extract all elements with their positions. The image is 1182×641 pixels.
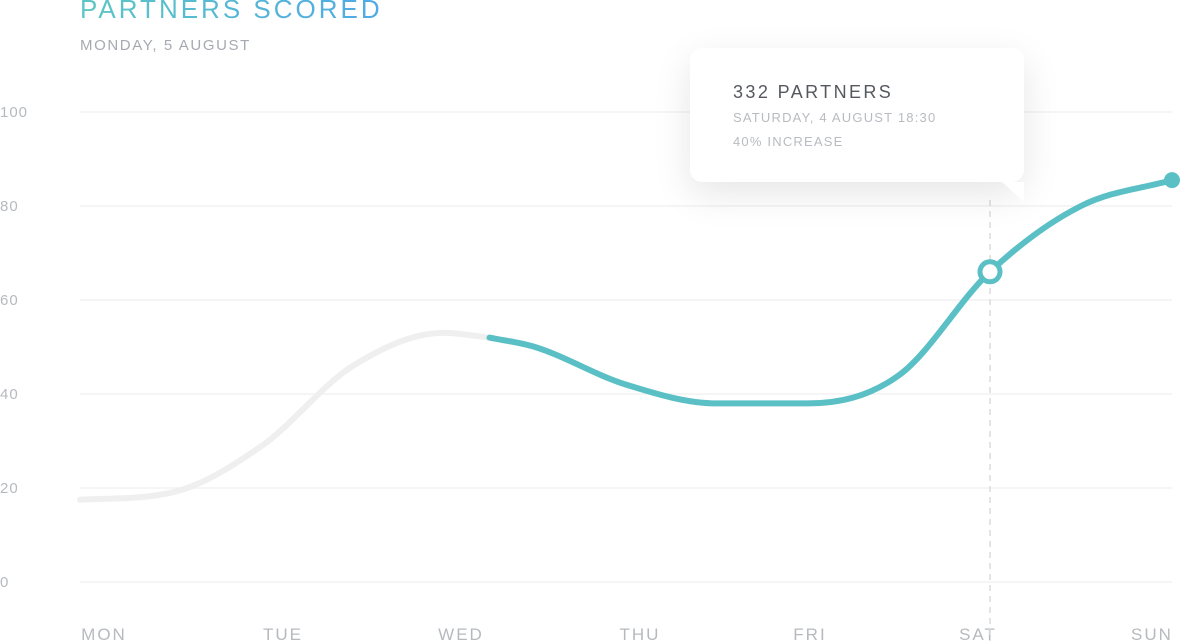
y-tick-label: 40 [0,386,19,403]
x-axis: MON TUE WED THU FRI SAT SUN [81,625,1173,641]
x-tick-label: MON [81,625,127,641]
chart-title: PARTNERS SCORED [80,0,383,25]
tooltip-increase: 40% INCREASE [733,134,844,149]
y-tick-label: 0 [0,574,9,591]
y-tick-label: 100 [0,104,28,121]
tooltip-date: SATURDAY, 4 AUGUST 18:30 [733,110,937,125]
x-tick-label: THU [620,625,661,641]
x-tick-label: WED [438,625,484,641]
highlighted-data-point[interactable] [977,259,1003,285]
y-axis: 0 20 40 60 80 100 [0,104,28,591]
tooltip-title: 332 PARTNERS [733,82,894,102]
y-tick-label: 20 [0,480,19,497]
x-tick-label: FRI [793,625,826,641]
chart-subtitle: MONDAY, 5 AUGUST [80,37,251,54]
x-tick-label: SAT [959,625,997,641]
series-line-muted [77,329,493,503]
x-tick-label: SUN [1131,625,1173,641]
x-tick-label: TUE [263,625,303,641]
y-tick-label: 60 [0,292,19,309]
tooltip-card: 332 PARTNERS SATURDAY, 4 AUGUST 18:30 40… [690,48,1024,202]
y-tick-label: 80 [0,198,19,215]
series-line-highlighted [486,177,1175,407]
end-data-point[interactable] [1164,172,1180,189]
